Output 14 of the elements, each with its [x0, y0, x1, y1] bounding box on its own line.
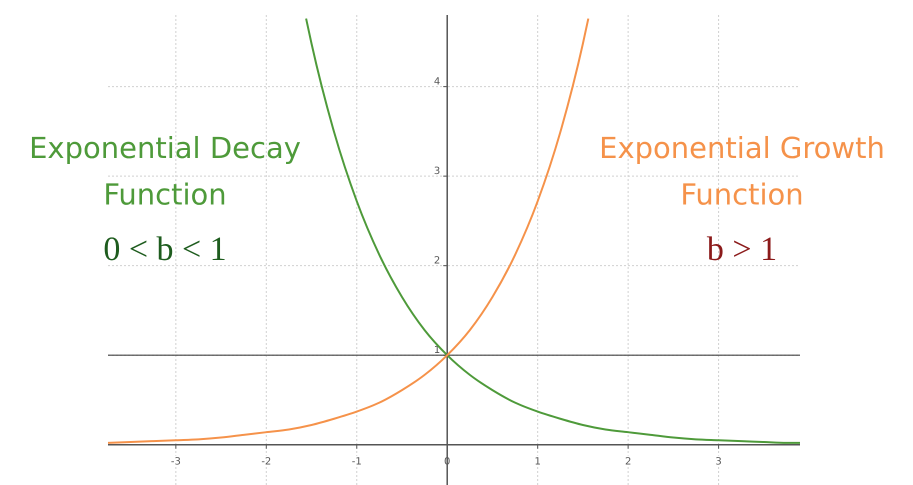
x-tick-label: 3 — [715, 456, 722, 468]
x-tick-label: -3 — [170, 456, 181, 468]
y-tick-label: 4 — [434, 76, 440, 88]
annotation: 0 < b < 1 — [103, 231, 227, 268]
y-tick-label: 3 — [434, 166, 440, 178]
series-label: Exponential Growth Function — [599, 131, 885, 212]
series-label: Exponential Decay Function — [29, 131, 301, 212]
y-tick-label: 1 — [434, 345, 440, 356]
annotation: b > 1 — [706, 231, 778, 268]
y-tick-label: 2 — [434, 256, 440, 267]
x-tick-label: 1 — [534, 456, 541, 468]
x-tick-label: -1 — [352, 456, 362, 468]
x-tick-label: 2 — [624, 456, 632, 468]
x-tick-label: -2 — [261, 456, 272, 468]
